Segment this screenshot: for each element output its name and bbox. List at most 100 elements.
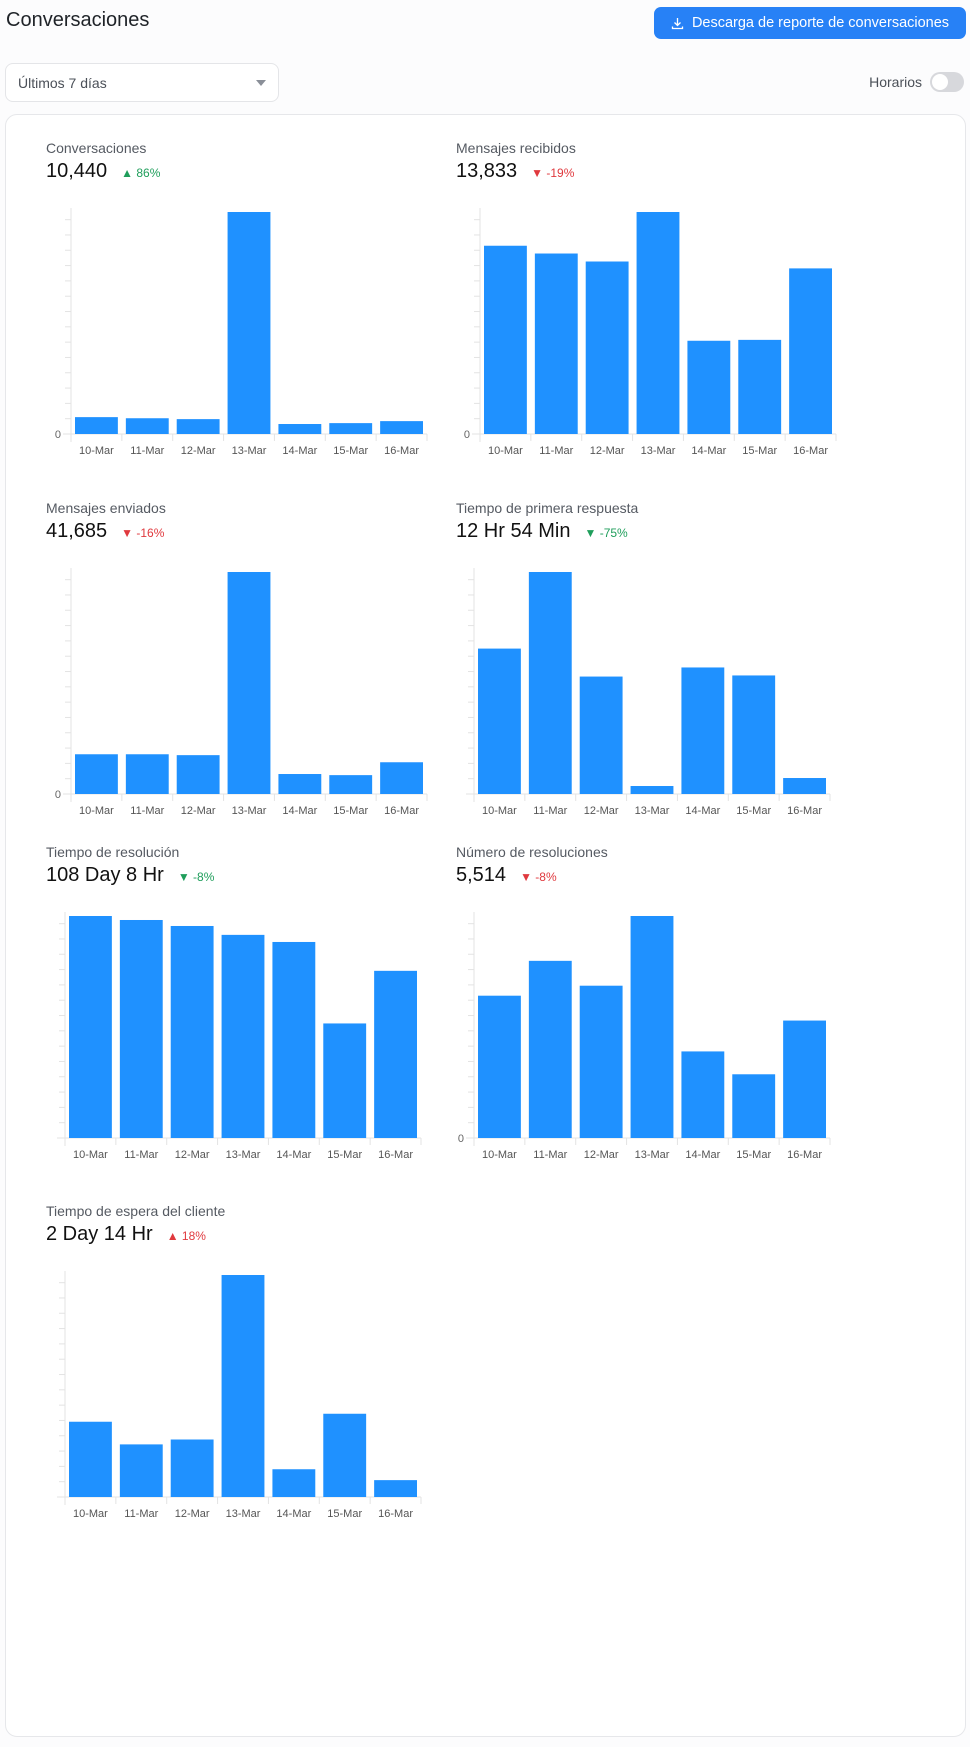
bar [534, 253, 578, 434]
x-tick-label: 15-Mar [333, 805, 368, 817]
x-tick-label: 16-Mar [378, 1508, 413, 1520]
download-icon [671, 17, 684, 29]
bar [579, 985, 623, 1138]
x-tick-label: 16-Mar [787, 1149, 822, 1161]
x-tick-label: 13-Mar [226, 1508, 261, 1520]
bar [687, 340, 731, 434]
x-tick-label: 10-Mar [79, 445, 114, 457]
bar [272, 1469, 316, 1497]
hours-toggle[interactable] [930, 72, 964, 92]
caret-down-icon [256, 79, 266, 86]
x-tick-label: 16-Mar [787, 805, 822, 817]
x-tick-label: 12-Mar [181, 805, 216, 817]
bar [374, 970, 417, 1138]
bar [176, 755, 220, 794]
bar [75, 417, 118, 434]
metric-delta: ▼ -19% [531, 166, 575, 180]
x-tick-label: 10-Mar [79, 805, 114, 817]
bar [528, 572, 572, 794]
bar [278, 424, 322, 434]
bar [125, 418, 169, 434]
metric-value: 10,440 [46, 160, 108, 182]
bar [789, 268, 832, 434]
x-tick-label: 15-Mar [736, 805, 771, 817]
bar [783, 778, 826, 794]
metric-panel: Conversaciones 10,440 ▲ 86% 0 10-Mar 11-Mar 1… [36, 140, 436, 480]
x-tick-label: 11-Mar [533, 805, 567, 817]
bar [119, 919, 163, 1138]
y-tick-label: 0 [458, 1133, 464, 1145]
metric-value: 2 Day 14 Hr [46, 1223, 153, 1245]
bar [75, 754, 118, 794]
metric-title: Tiempo de espera del cliente [46, 1203, 226, 1219]
date-range-value: Últimos 7 días [18, 74, 107, 91]
bar [170, 1439, 214, 1497]
bar [585, 261, 629, 434]
bar [478, 648, 521, 794]
x-tick-label: 15-Mar [327, 1508, 362, 1520]
x-tick-label: 14-Mar [282, 805, 317, 817]
hours-label: Horarios [869, 74, 922, 90]
metric-title: Mensajes recibidos [456, 140, 576, 156]
metric-delta: ▼ -8% [177, 870, 215, 884]
x-tick-label: 13-Mar [635, 1149, 670, 1161]
x-tick-label: 16-Mar [384, 445, 419, 457]
metric-delta: ▼ -75% [584, 526, 628, 540]
x-tick-label: 12-Mar [175, 1508, 210, 1520]
metric-value: 12 Hr 54 Min [456, 520, 571, 542]
bar [227, 572, 271, 794]
bar-chart: 0 10-Mar 11-Mar 12-Mar 13-Mar 14-Mar 15-Mar 16-… [458, 912, 831, 1161]
bar [478, 995, 521, 1138]
bar [681, 667, 725, 794]
bar [323, 1023, 367, 1138]
bar [484, 245, 527, 434]
bar [125, 754, 169, 794]
download-report-button[interactable]: Descarga de reporte de conversaciones [654, 7, 966, 39]
metric-delta: ▼ -8% [520, 870, 557, 884]
metric-delta: ▲ 86% [121, 166, 161, 180]
x-tick-label: 11-Mar [130, 445, 164, 457]
bar [227, 212, 271, 434]
bar-chart: 10-Mar 11-Mar 12-Mar 13-Mar 14-Mar 15-Mar 16-M… [57, 912, 422, 1161]
metric-panel: Tiempo de espera del cliente 2 Day 14 Hr… [36, 1203, 436, 1543]
x-tick-label: 13-Mar [635, 805, 670, 817]
metric-panel: Tiempo de resolución 108 Day 8 Hr ▼ -8% 10… [36, 844, 436, 1184]
metric-value: 13,833 [456, 160, 518, 182]
bar [119, 1444, 163, 1497]
y-tick-label: 0 [55, 789, 61, 801]
x-tick-label: 11-Mar [539, 445, 573, 457]
x-tick-label: 11-Mar [130, 805, 164, 817]
metric-title: Número de resoluciones [456, 844, 608, 860]
x-tick-label: 10-Mar [482, 1149, 517, 1161]
bar [323, 1413, 367, 1497]
metric-title: Mensajes enviados [46, 500, 166, 516]
x-tick-label: 15-Mar [736, 1149, 771, 1161]
metric-panel: Mensajes enviados 41,685 ▼ -16% 0 10-Mar 11-… [36, 500, 436, 840]
x-tick-label: 14-Mar [276, 1149, 311, 1161]
metric-panel: Mensajes recibidos 13,833 ▼ -19% 0 10-Mar 11… [446, 140, 846, 480]
x-tick-label: 10-Mar [73, 1508, 108, 1520]
bar [732, 1074, 776, 1138]
metric-delta: ▼ -16% [121, 526, 165, 540]
bar [681, 1051, 725, 1138]
metrics-card: Conversaciones 10,440 ▲ 86% 0 10-Mar 11-Mar 1… [5, 114, 966, 1737]
bar [278, 774, 322, 794]
x-tick-label: 14-Mar [282, 445, 317, 457]
bar-chart: 0 10-Mar 11-Mar 12-Mar 13-Mar 14-Mar 15-Mar 16-… [55, 568, 428, 817]
metric-value: 108 Day 8 Hr [46, 864, 164, 886]
metric-title: Tiempo de resolución [46, 844, 180, 860]
metric-value: 5,514 [456, 864, 507, 886]
y-tick-label: 0 [464, 429, 470, 441]
bar [170, 925, 214, 1138]
bar [176, 419, 220, 434]
bar [69, 916, 112, 1138]
x-tick-label: 12-Mar [584, 805, 619, 817]
x-tick-label: 14-Mar [276, 1508, 311, 1520]
bar [329, 775, 373, 794]
x-tick-label: 14-Mar [685, 805, 720, 817]
bar [272, 941, 316, 1138]
y-tick-label: 0 [55, 429, 61, 441]
date-range-select[interactable]: Últimos 7 días [5, 63, 279, 102]
bar [636, 212, 680, 434]
x-tick-label: 14-Mar [685, 1149, 720, 1161]
